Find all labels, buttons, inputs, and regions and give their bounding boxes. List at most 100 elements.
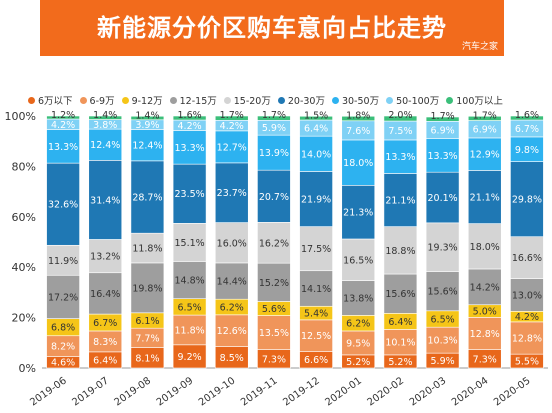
legend-swatch xyxy=(79,96,87,104)
data-label: 12.6% xyxy=(217,326,247,337)
bar-segment xyxy=(383,173,418,227)
bar-segment xyxy=(130,160,165,234)
data-label: 14.1% xyxy=(301,284,331,295)
data-label: 11.8% xyxy=(132,244,162,255)
data-label: 23.5% xyxy=(174,189,204,200)
data-label: 1.6% xyxy=(178,110,202,121)
bar-segment xyxy=(172,130,207,165)
data-label: 13.3% xyxy=(385,152,415,163)
y-tick-label: 60% xyxy=(12,211,36,224)
bar-segment xyxy=(341,139,376,186)
bar-segment xyxy=(299,171,333,227)
bar-segment xyxy=(88,239,123,274)
data-label: 1.8% xyxy=(346,110,370,121)
bar-segment xyxy=(130,232,165,264)
data-label: 6.2% xyxy=(346,319,370,330)
data-label: 8.3% xyxy=(93,337,117,348)
chart-legend: 6万以下 6-9万 9-12万 12-15万 15-20万 20-30万 30-50万 50-… xyxy=(28,93,548,107)
data-label: 6.5% xyxy=(178,302,202,313)
bar-segment xyxy=(510,161,544,238)
data-label: 14.0% xyxy=(301,149,331,160)
data-label: 13.8% xyxy=(343,293,373,304)
data-label: 14.8% xyxy=(174,276,204,287)
data-label: 17.5% xyxy=(301,244,331,255)
data-label: 6.6% xyxy=(304,355,328,366)
bar-segment xyxy=(88,128,123,161)
bar-segment xyxy=(214,162,249,223)
data-label: 5.2% xyxy=(346,357,370,368)
data-label: 13.0% xyxy=(512,290,542,301)
legend-item: 15-20万 xyxy=(223,93,271,107)
data-label: 5.9% xyxy=(262,123,286,134)
x-tick-label: 2019-12 xyxy=(281,375,322,408)
data-label: 2.0% xyxy=(388,110,412,121)
data-label: 19.3% xyxy=(427,243,457,254)
data-label: 1.7% xyxy=(431,111,455,122)
legend-item: 9-12万 xyxy=(121,93,163,107)
chart-banner: 新能源分价区购车意向占比走势 汽车之家 xyxy=(40,0,504,56)
bar-segment xyxy=(510,136,544,162)
data-label: 15.1% xyxy=(174,238,204,249)
bar-segment xyxy=(130,129,165,162)
y-tick-label: 20% xyxy=(12,312,36,325)
data-label: 5.6% xyxy=(262,304,286,315)
bar-segment xyxy=(172,115,207,121)
data-label: 15.6% xyxy=(385,289,415,300)
chart-title: 新能源分价区购车意向占比走势 xyxy=(97,14,447,42)
data-label: 4.2% xyxy=(178,121,202,132)
x-tick-label: 2020-03 xyxy=(408,375,449,408)
bar-segment xyxy=(299,226,333,272)
bar-segment xyxy=(88,115,123,120)
bar-segment xyxy=(510,278,544,312)
legend-item: 100万以上 xyxy=(446,93,503,107)
legend-swatch xyxy=(28,96,35,104)
data-label: 6.1% xyxy=(135,316,159,327)
data-label: 18.8% xyxy=(385,246,415,257)
bar-segment xyxy=(214,115,249,121)
data-label: 5.0% xyxy=(473,307,497,318)
data-label: 6.8% xyxy=(51,323,75,334)
data-label: 12.5% xyxy=(301,331,331,342)
legend-swatch xyxy=(277,96,285,104)
data-label: 4.2% xyxy=(515,312,539,323)
data-label: 32.6% xyxy=(48,200,78,211)
y-tick-label: 80% xyxy=(12,160,36,173)
data-label: 3.8% xyxy=(93,120,117,131)
data-label: 5.2% xyxy=(388,357,412,368)
bar-segment xyxy=(510,236,544,279)
data-label: 8.5% xyxy=(220,353,244,364)
legend-label: 12-15万 xyxy=(179,96,217,107)
data-label: 6.4% xyxy=(93,355,117,366)
legend-item: 6万以下 xyxy=(28,93,73,107)
data-label: 3.9% xyxy=(135,120,159,131)
data-label: 16.0% xyxy=(217,238,247,249)
data-label: 11.9% xyxy=(48,256,78,267)
bar-segment xyxy=(425,326,460,354)
data-label: 7.6% xyxy=(346,126,370,137)
bar-segment xyxy=(257,222,291,264)
data-label: 1.4% xyxy=(135,110,159,121)
bar-segment xyxy=(467,115,502,121)
data-label: 16.6% xyxy=(512,253,542,264)
data-label: 21.9% xyxy=(301,195,331,206)
data-label: 21.1% xyxy=(385,196,415,207)
y-tick-label: 0% xyxy=(19,362,36,375)
data-label: 13.3% xyxy=(174,143,204,154)
bar-segment xyxy=(467,137,502,171)
data-label: 6.5% xyxy=(431,314,455,325)
data-label: 13.5% xyxy=(259,328,289,339)
data-label: 13.9% xyxy=(259,148,289,159)
legend-swatch xyxy=(386,96,394,104)
data-label: 20.7% xyxy=(259,192,289,203)
data-label: 21.1% xyxy=(470,193,500,204)
bar-segment xyxy=(299,270,333,307)
y-tick-label: 40% xyxy=(12,261,36,274)
data-label: 15.6% xyxy=(427,287,457,298)
data-label: 13.3% xyxy=(427,151,457,162)
data-label: 13.3% xyxy=(48,142,78,153)
data-label: 11.8% xyxy=(174,325,204,336)
bar-segment xyxy=(299,319,333,352)
data-label: 1.6% xyxy=(515,110,539,121)
data-label: 1.5% xyxy=(304,110,328,121)
bar-segment xyxy=(257,262,291,302)
